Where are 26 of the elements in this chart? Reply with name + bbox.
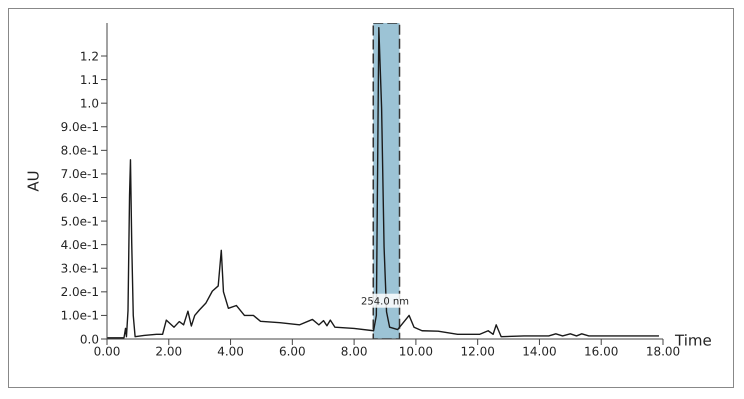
x-tick-label: 16.00 — [584, 344, 618, 359]
x-tick-label: 6.00 — [278, 344, 306, 359]
x-tick-label: 18.00 — [646, 344, 680, 359]
y-tick-label: 3.0e-1 — [60, 262, 99, 276]
y-tick-label: 2.0e-1 — [60, 285, 99, 300]
y-tick-label: 8.0e-1 — [60, 144, 99, 158]
y-tick-label: 5.0e-1 — [60, 214, 99, 228]
y-tick-label: 1.1 — [80, 72, 99, 87]
y-tick-label: 0.0 — [80, 332, 99, 346]
y-tick-label: 4.0e-1 — [60, 238, 99, 252]
x-tick-label: 10.00 — [398, 344, 434, 359]
x-tick-label: 14.00 — [522, 344, 557, 359]
annotation: 254.0 nm — [361, 296, 409, 308]
y-tick-label: 7.0e-1 — [60, 167, 99, 182]
y-tick-label: 1.0 — [80, 96, 99, 110]
y-tick-label: 1.2 — [80, 49, 99, 64]
x-tick-label: 4.00 — [217, 344, 244, 359]
x-tick-label: 2.00 — [155, 344, 182, 359]
y-axis-title: AU — [24, 170, 42, 192]
x-tick-label: 12.00 — [460, 344, 495, 359]
line-series — [107, 27, 660, 339]
y-tick-label: 6.0e-1 — [60, 190, 99, 205]
y-tick-label: 9.0e-1 — [60, 120, 99, 134]
y-tick-label: 1.0e-1 — [60, 308, 99, 323]
x-tick-label: 8.00 — [340, 344, 368, 359]
x-tick-label: 0.00 — [94, 344, 120, 359]
